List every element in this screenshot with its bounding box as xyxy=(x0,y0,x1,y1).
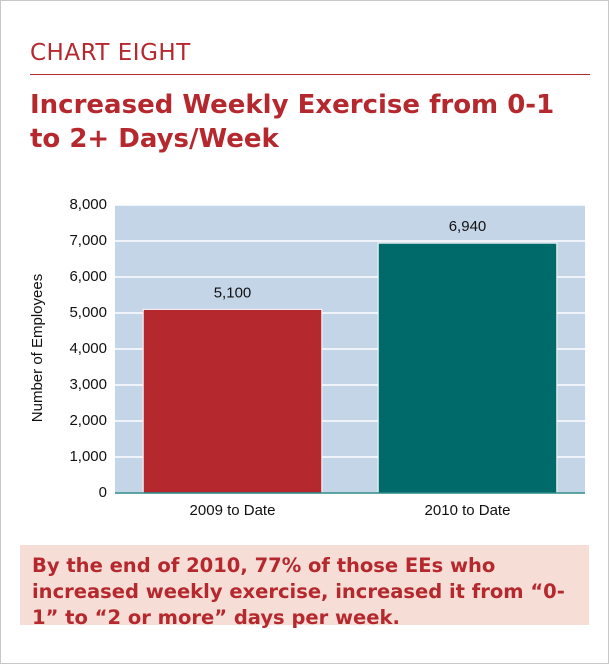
chart: Number of Employees 0 1,000 2,000 3,000 4,00… xyxy=(29,196,585,519)
y-tick-label: 3,000 xyxy=(69,376,107,393)
y-tick-label: 7,000 xyxy=(69,232,107,249)
y-tick-label: 1,000 xyxy=(69,448,107,465)
y-axis-label: Number of Employees xyxy=(29,274,46,422)
y-tick-label: 0 xyxy=(99,484,107,501)
rule xyxy=(30,74,590,75)
bar xyxy=(142,308,323,494)
x-tick-label: 2009 to Date xyxy=(190,502,276,519)
kicker: CHART EIGHT xyxy=(30,40,191,66)
y-tick-label: 2,000 xyxy=(69,412,107,429)
chart-title: Increased Weekly Exercise from 0-1 to 2+… xyxy=(30,90,555,154)
y-tick-label: 6,000 xyxy=(69,268,107,285)
y-tick-label: 8,000 xyxy=(69,196,107,213)
note: By the end of 2010, 77% of those EEs who… xyxy=(20,545,589,629)
x-tick-label: 2010 to Date xyxy=(425,502,511,519)
bar xyxy=(377,242,558,494)
y-tick-label: 5,000 xyxy=(69,304,107,321)
y-tick-label: 4,000 xyxy=(69,340,107,357)
value-label: 6,940 xyxy=(449,218,487,235)
value-label: 5,100 xyxy=(214,284,252,301)
